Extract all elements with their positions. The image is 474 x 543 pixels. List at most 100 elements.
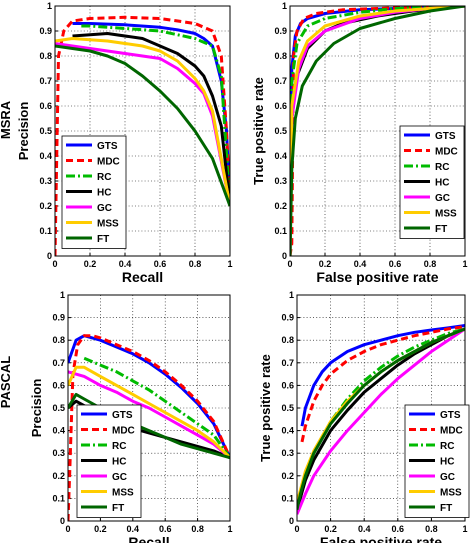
x-tick-label: 0.8: [424, 259, 437, 269]
series-line-rc: [298, 327, 465, 499]
y-tick-label: 0.4: [281, 426, 294, 436]
chart-panel-1: 0 0.2 0.4 0.6 0.8 1 0 0.1 0.2 0.3 0.4 0.5 0.6 0.7 0.8 0…: [16, 1, 233, 285]
row-label-pascal: PASCAL: [0, 356, 13, 409]
x-axis-label: Recall: [122, 269, 163, 285]
series-line-rc: [83, 356, 230, 459]
series-line-hc: [297, 327, 465, 511]
chart-panel-4: 0 0.2 0.4 0.6 0.8 1 0 0.1 0.2 0.3 0.4 0.5 0.6 0.7 0.8 0…: [258, 290, 470, 543]
y-tick-label: 0.4: [39, 151, 52, 161]
chart-panel-3: 0 0.2 0.4 0.6 0.8 1 0 0.1 0.2 0.3 0.4 0.5 0.6 0.7 0.8 0…: [29, 290, 233, 543]
plot-frame: [54, 5, 231, 257]
y-axis-label: True positive rate: [251, 77, 266, 185]
series-line-mss: [68, 365, 230, 459]
x-tick-label: 0.4: [127, 524, 140, 534]
y-axis-label: Precision: [29, 379, 44, 438]
legend-label-hc: HC: [112, 457, 126, 468]
legend: GTS MDC RC HC GC MSS FT: [404, 404, 470, 518]
x-axis-label: False positive rate: [320, 534, 442, 543]
y-tick-label: 0.5: [274, 126, 287, 136]
series-line-mdc: [300, 325, 465, 443]
y-tick-label: 0.9: [39, 26, 52, 36]
legend-label-rc: RC: [97, 172, 111, 183]
y-tick-label: 0.5: [281, 403, 294, 413]
y-tick-label: 1: [282, 1, 287, 11]
legend-label-hc: HC: [97, 188, 111, 199]
y-tick-label: 0.7: [274, 76, 287, 86]
legend-label-ft: FT: [97, 234, 109, 245]
y-tick-label: 0.8: [39, 51, 52, 61]
legend: GTS MDC RC HC GC MSS FT: [61, 135, 127, 249]
x-tick-label: 1: [227, 259, 232, 269]
series-line-rc: [81, 24, 230, 207]
y-tick-label: 0.1: [39, 226, 52, 236]
legend-label-mdc: MDC: [435, 147, 458, 158]
legend-box: [61, 135, 127, 249]
legend-label-gts: GTS: [112, 410, 133, 421]
x-axis-label: Recall: [128, 534, 169, 543]
y-tick-label: 0.3: [39, 176, 52, 186]
y-tick-label: 0.8: [52, 335, 65, 345]
series-line-ft: [290, 6, 465, 256]
x-tick-label: 0.2: [324, 524, 337, 534]
plot-frame: [289, 5, 466, 257]
y-tick-label: 0.5: [39, 126, 52, 136]
x-axis-label: False positive rate: [316, 269, 438, 285]
x-tick-label: 0.4: [358, 524, 371, 534]
x-tick-label: 0.8: [189, 259, 202, 269]
y-tick-label: 0.2: [274, 201, 287, 211]
legend-label-mss: MSS: [97, 219, 119, 230]
legend-label-rc: RC: [435, 162, 449, 173]
legend-label-gc: GC: [97, 203, 112, 214]
series-line-mss: [55, 37, 230, 207]
x-tick-label: 0.8: [191, 524, 204, 534]
legend-label-mss: MSS: [440, 488, 462, 499]
x-tick-label: 0.4: [119, 259, 132, 269]
x-tick-label: 0.6: [389, 259, 402, 269]
y-tick-label: 0.3: [52, 448, 65, 458]
y-tick-label: 0.6: [52, 380, 65, 390]
series-line-gts: [300, 324, 465, 427]
y-tick-label: 0.3: [274, 176, 287, 186]
legend-label-gc: GC: [112, 472, 127, 483]
y-tick-label: 0.8: [274, 51, 287, 61]
series-group: [297, 324, 465, 515]
legend: GTS MDC RC HC GC MSS FT: [399, 125, 465, 239]
y-tick-label: 0.9: [274, 26, 287, 36]
series-line-mdc: [55, 15, 230, 256]
y-axis-label: True positive rate: [258, 354, 273, 462]
x-tick-label: 0: [287, 259, 292, 269]
x-tick-label: 0.6: [159, 524, 172, 534]
x-tick-label: 0.4: [354, 259, 367, 269]
x-tick-label: 1: [227, 524, 232, 534]
y-tick-label: 0.2: [39, 201, 52, 211]
y-tick-label: 0.6: [281, 380, 294, 390]
legend-label-rc: RC: [440, 441, 454, 452]
series-line-gts: [72, 22, 230, 207]
y-tick-label: 0.8: [281, 335, 294, 345]
series-line-rc: [290, 6, 465, 256]
series-line-mss: [290, 6, 465, 256]
legend-label-mss: MSS: [435, 209, 457, 220]
y-tick-label: 0.1: [274, 226, 287, 236]
y-tick-label: 1: [60, 290, 65, 300]
legend-label-ft: FT: [112, 503, 124, 514]
y-tick-label: 1: [47, 1, 52, 11]
series-line-gc: [68, 370, 230, 459]
legend-label-hc: HC: [435, 178, 449, 189]
series-group: [55, 15, 230, 256]
y-tick-label: 0.2: [52, 471, 65, 481]
y-tick-label: 0.4: [52, 426, 65, 436]
legend-label-gts: GTS: [440, 410, 461, 421]
y-axis-label: Precision: [16, 102, 31, 161]
x-tick-label: 0.2: [94, 524, 107, 534]
x-tick-label: 0.6: [392, 524, 405, 534]
x-tick-label: 0.2: [319, 259, 332, 269]
x-tick-label: 0: [65, 524, 70, 534]
y-tick-label: 0.9: [52, 313, 65, 323]
legend-label-hc: HC: [440, 457, 454, 468]
y-tick-label: 0.3: [281, 448, 294, 458]
y-tick-label: 0.7: [281, 358, 294, 368]
y-tick-label: 0.7: [52, 358, 65, 368]
series-line-gc: [297, 327, 465, 515]
